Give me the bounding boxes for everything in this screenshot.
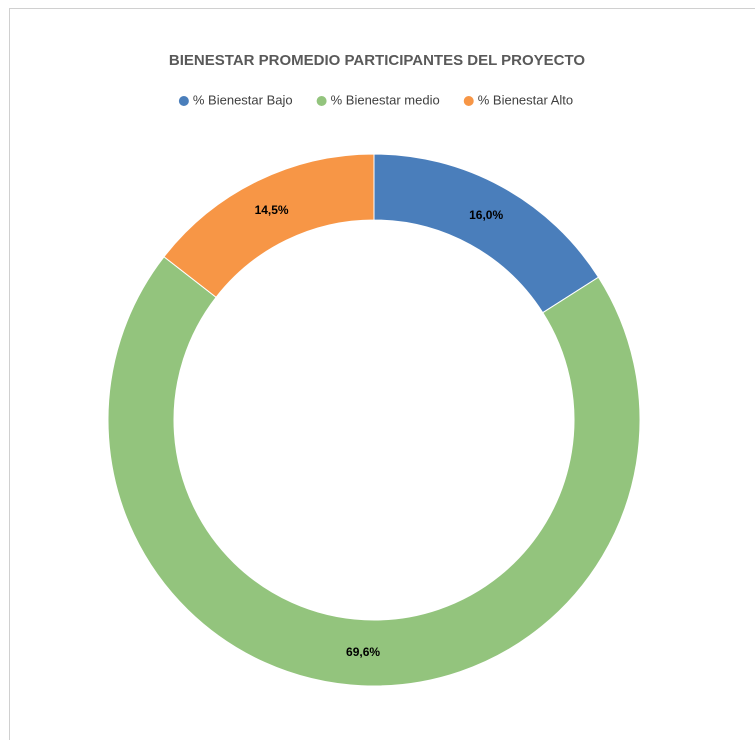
legend-label: % Bienestar Bajo xyxy=(193,92,293,107)
legend-label: % Bienestar Alto xyxy=(478,92,573,107)
chart-title: BIENESTAR PROMEDIO PARTICIPANTES DEL PRO… xyxy=(169,52,585,69)
donut-slice xyxy=(163,153,375,298)
legend-label: % Bienestar medio xyxy=(331,92,440,107)
legend-marker xyxy=(463,96,474,106)
data-label: 14,5% xyxy=(255,203,289,217)
data-label: 16,0% xyxy=(469,208,503,222)
donut-slice xyxy=(107,256,641,687)
legend-marker xyxy=(178,96,189,106)
data-label: 69,6% xyxy=(346,645,380,659)
legend-marker xyxy=(316,96,327,106)
